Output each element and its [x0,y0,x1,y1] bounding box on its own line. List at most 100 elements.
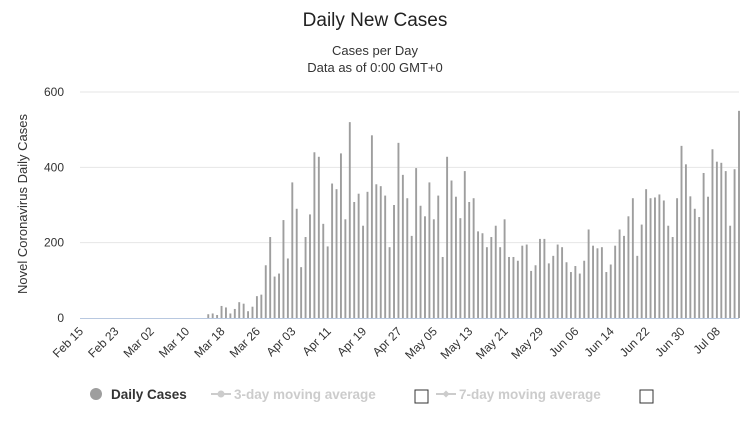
bar [463,171,466,318]
bar [618,229,621,318]
bar [225,307,227,318]
bar [282,220,285,318]
bar [614,245,617,318]
bar [738,110,740,318]
legend-item-daily-cases[interactable]: Daily Cases [90,387,187,402]
y-tick-labels: 0 200 400 600 [44,85,64,325]
x-tick-label: Jun 14 [581,324,617,360]
bar [450,180,453,318]
bar [393,205,395,318]
bar [415,168,418,318]
bar [640,224,643,318]
legend-item-3-day-moving-average[interactable]: 3-day moving average [211,387,376,402]
bar [494,225,497,318]
bar [561,247,564,318]
bar [623,235,625,318]
x-tick-label: Jun 30 [652,324,688,360]
bar [693,208,696,318]
bar [609,264,612,318]
bar [216,314,219,318]
bar [344,219,347,318]
legend-label-7-day-moving-average: 7-day moving average [459,387,601,402]
bars-series-daily-cases [207,110,740,318]
bar [459,218,462,318]
bar [543,238,546,318]
bar [313,152,316,318]
bar [437,195,440,318]
bar [684,164,687,318]
bar [401,174,404,318]
bar [596,248,599,318]
x-tick-label: Apr 03 [264,324,299,359]
bar [707,196,709,318]
x-tick-label: Feb 23 [85,324,122,361]
bar [512,256,515,318]
bar [295,208,298,318]
x-tick-label: Mar 10 [156,324,193,361]
bar [247,311,250,318]
bar [569,272,572,318]
bar [645,189,648,318]
bar [238,302,241,318]
bar [724,171,727,318]
bar [424,216,426,318]
bar [353,201,356,318]
legend-marker-7-day [442,390,450,398]
bar [366,191,369,318]
bar [583,260,586,318]
x-tick-label: Mar 18 [191,324,228,361]
chart-title: Daily New Cases [303,10,448,31]
bar [539,238,541,318]
bar [428,182,431,318]
bar [508,256,510,318]
bar [384,195,387,318]
bar [676,198,679,318]
bar [269,237,272,318]
bar [317,156,320,318]
x-tick-label: Jul 08 [690,324,723,357]
bar [667,225,670,318]
legend-label-3-day-moving-average: 3-day moving average [234,387,376,402]
legend-checkbox-3-day[interactable] [414,389,429,404]
bar [326,246,329,318]
bar [441,256,444,318]
bar [662,200,665,318]
bar [370,135,373,318]
y-axis-label: Novel Coronavirus Daily Cases [15,114,30,294]
bar [331,183,334,318]
legend-checkbox-7-day[interactable] [639,389,654,404]
legend-item-7-day-moving-average[interactable]: 7-day moving average [436,387,601,402]
legend: Daily Cases 3-day moving average 7-day m… [90,387,654,404]
bar [729,225,732,318]
gridlines [80,91,739,244]
bar [534,265,537,318]
bar [578,273,581,318]
chart-subtitle-line-2: Data as of 0:00 GMT+0 [307,60,442,75]
bar [229,313,232,318]
bar [552,255,555,318]
bar [446,156,449,318]
bar [521,245,524,318]
bar [605,272,608,318]
bar [649,198,652,318]
x-tick-label: Apr 19 [334,324,369,359]
bar [264,265,267,318]
bar [627,216,630,318]
bar [300,267,303,318]
bar [335,189,338,318]
bar [547,263,550,318]
bar [565,262,568,318]
bar [702,172,705,318]
x-tick-label: May 29 [508,324,546,362]
bar [715,161,718,318]
bar [454,196,457,318]
bar [291,182,294,318]
x-tick-label: Apr 11 [300,324,335,359]
bar [485,247,488,318]
bar [220,305,223,318]
chart-subtitle-line-1: Cases per Day [332,43,418,58]
bar [631,198,634,318]
bar [499,247,502,318]
y-tick-label: 0 [57,311,64,325]
